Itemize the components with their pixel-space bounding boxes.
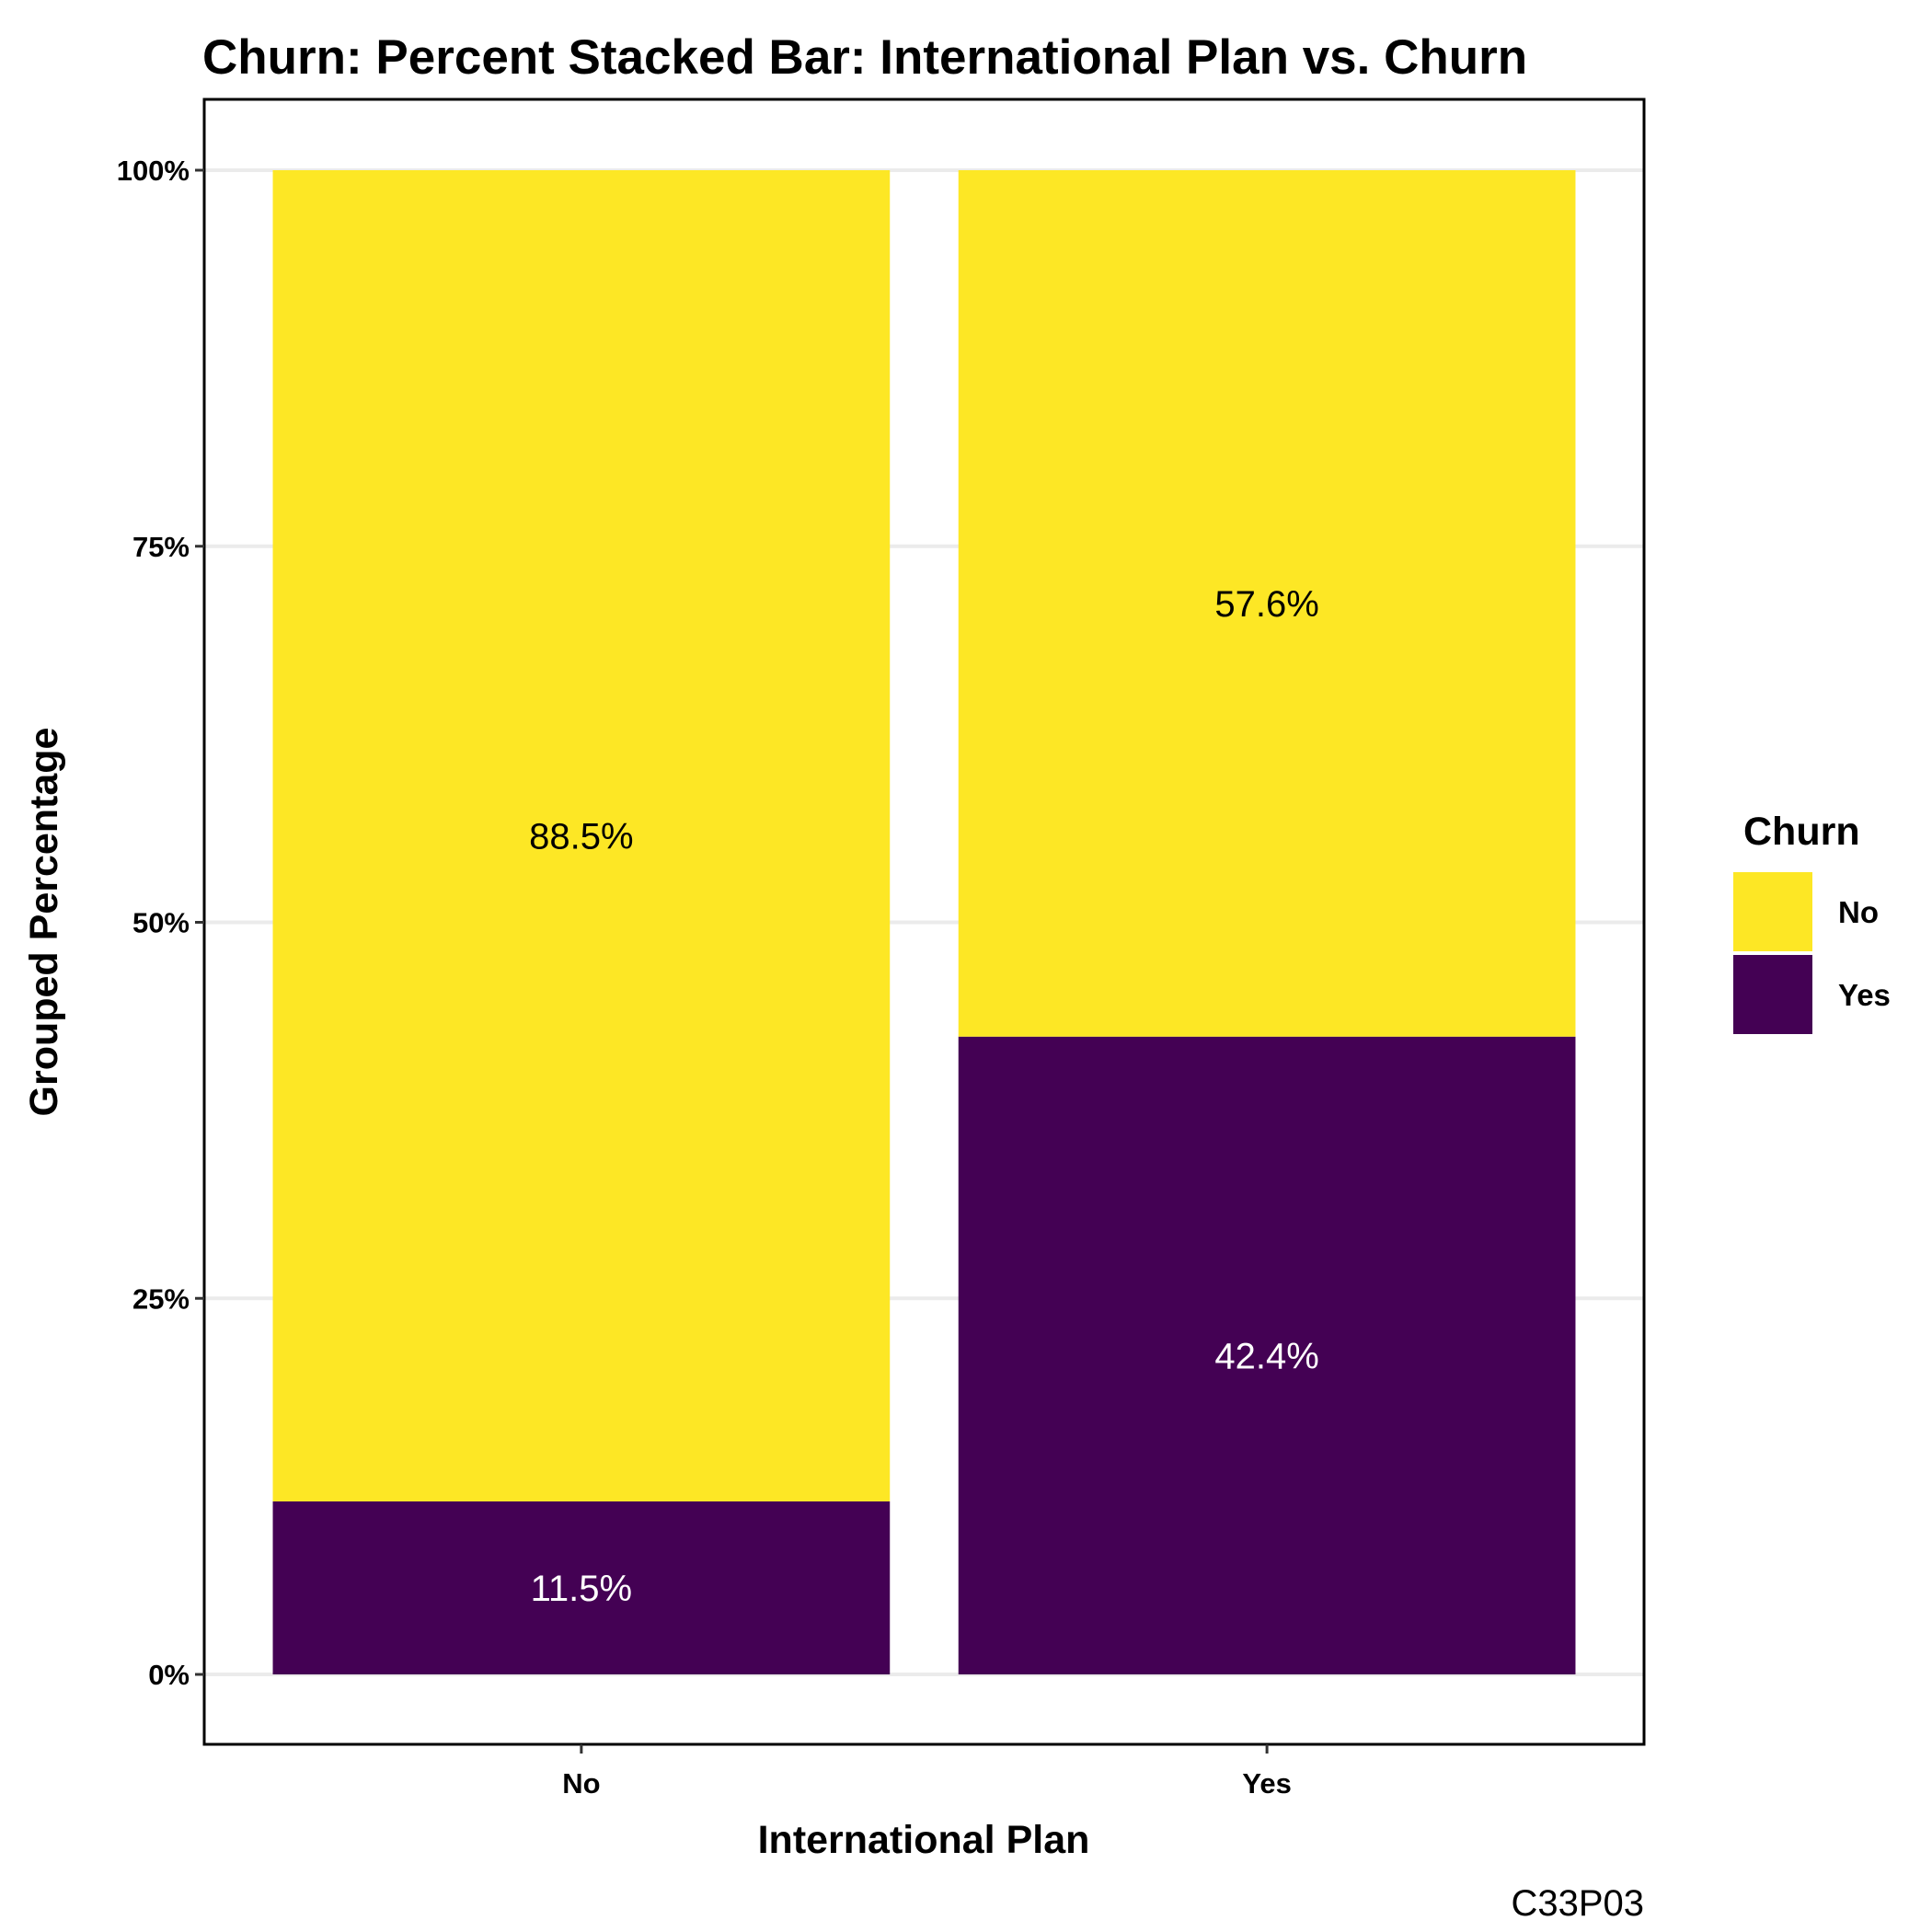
- bar-segment: [272, 1501, 891, 1674]
- y-axis: 0% 25% 50% 75% 100%: [117, 155, 204, 1691]
- y-axis-title: Grouped Percentage: [22, 728, 66, 1117]
- bars: [272, 170, 1576, 1674]
- legend-swatch: [1733, 872, 1812, 951]
- legend: No Yes: [1733, 872, 1891, 1034]
- y-tick-label: 25%: [132, 1282, 190, 1315]
- legend-swatch: [1733, 955, 1812, 1034]
- x-tick-label: No: [562, 1767, 600, 1800]
- bar-segment: [272, 170, 891, 1501]
- bar-segment: [958, 1036, 1576, 1674]
- y-tick-label: 100%: [117, 155, 190, 187]
- x-axis: No Yes: [562, 1744, 1292, 1800]
- y-tick-label: 0%: [148, 1659, 190, 1691]
- data-label: 42.4%: [1214, 1336, 1318, 1376]
- data-label: 11.5%: [531, 1569, 632, 1609]
- x-tick-label: Yes: [1242, 1767, 1291, 1800]
- x-axis-title: International Plan: [758, 1818, 1090, 1862]
- legend-title: Churn: [1743, 810, 1860, 854]
- data-label: 57.6%: [1214, 584, 1318, 625]
- y-tick-label: 50%: [132, 907, 190, 939]
- data-label: 88.5%: [529, 816, 633, 857]
- bar-segment: [958, 170, 1576, 1037]
- chart-title: Churn: Percent Stacked Bar: Internationa…: [202, 30, 1527, 85]
- bar-labels: 11.5% 88.5% 42.4% 57.6%: [529, 584, 1319, 1609]
- y-tick-label: 75%: [132, 531, 190, 563]
- caption: C33P03: [1511, 1883, 1644, 1924]
- legend-label: No: [1838, 895, 1879, 929]
- legend-label: Yes: [1838, 978, 1891, 1012]
